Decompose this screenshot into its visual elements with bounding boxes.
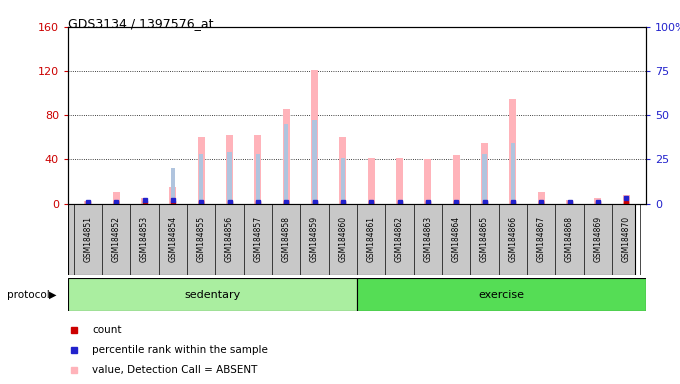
Bar	[169, 187, 176, 204]
Text: GSM184854: GSM184854	[169, 216, 177, 262]
Text: GSM184853: GSM184853	[140, 216, 149, 262]
Text: GSM184856: GSM184856	[225, 216, 234, 262]
Bar	[357, 278, 646, 311]
Bar	[141, 198, 148, 204]
Bar	[113, 192, 120, 204]
Text: GSM184861: GSM184861	[367, 216, 375, 262]
Bar	[509, 99, 516, 204]
Bar	[538, 192, 545, 204]
Bar	[396, 158, 403, 204]
Text: GSM184870: GSM184870	[622, 216, 630, 262]
Text: protocol: protocol	[7, 290, 50, 300]
Bar	[453, 155, 460, 204]
Text: GSM184858: GSM184858	[282, 216, 290, 262]
Text: count: count	[92, 326, 122, 336]
Bar	[114, 200, 118, 204]
Bar	[142, 202, 147, 204]
Bar	[511, 144, 515, 204]
Bar	[623, 195, 630, 204]
Bar	[198, 137, 205, 204]
Text: GSM184866: GSM184866	[509, 216, 517, 262]
Bar	[594, 198, 601, 204]
Text: ▶: ▶	[49, 290, 56, 300]
Text: GSM184864: GSM184864	[452, 216, 460, 262]
Text: GSM184865: GSM184865	[480, 216, 489, 262]
Bar	[199, 154, 203, 204]
Text: value, Detection Call = ABSENT: value, Detection Call = ABSENT	[92, 365, 257, 375]
Bar	[341, 157, 345, 204]
Bar	[311, 70, 318, 204]
Bar	[284, 124, 288, 204]
Bar	[254, 135, 261, 204]
Bar	[424, 159, 431, 204]
Text: GSM184860: GSM184860	[339, 216, 347, 262]
Text: GSM184869: GSM184869	[594, 216, 602, 262]
Bar	[256, 154, 260, 204]
Bar	[283, 109, 290, 204]
Bar	[86, 202, 90, 204]
Text: GSM184857: GSM184857	[254, 216, 262, 262]
Text: GSM184855: GSM184855	[197, 216, 205, 262]
Bar	[171, 168, 175, 204]
Bar	[68, 278, 357, 311]
Text: GSM184867: GSM184867	[537, 216, 545, 262]
Text: GSM184862: GSM184862	[395, 216, 404, 262]
Text: exercise: exercise	[479, 290, 524, 300]
Text: GSM184852: GSM184852	[112, 216, 120, 262]
Bar	[566, 200, 573, 204]
Text: GSM184868: GSM184868	[565, 216, 574, 262]
Bar	[339, 137, 346, 204]
Bar	[84, 201, 91, 204]
Bar	[482, 154, 487, 204]
Text: GDS3134 / 1397576_at: GDS3134 / 1397576_at	[68, 17, 214, 30]
Bar	[481, 143, 488, 204]
Bar	[368, 158, 375, 204]
Bar	[227, 152, 232, 204]
Text: percentile rank within the sample: percentile rank within the sample	[92, 345, 268, 355]
Text: GSM184851: GSM184851	[84, 216, 92, 262]
Text: sedentary: sedentary	[184, 290, 241, 300]
Text: GSM184859: GSM184859	[310, 216, 319, 262]
Text: GSM184863: GSM184863	[424, 216, 432, 262]
Bar	[312, 121, 317, 204]
Bar	[226, 135, 233, 204]
